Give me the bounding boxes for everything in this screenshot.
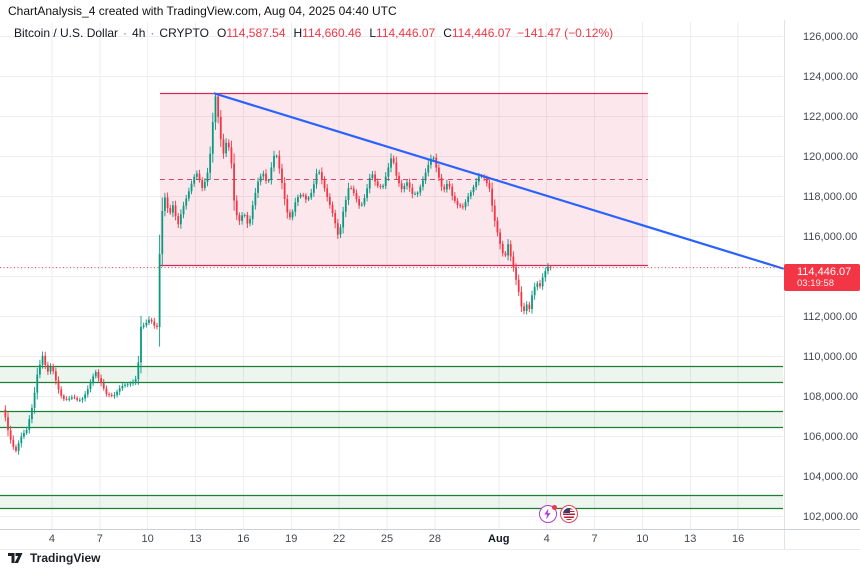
ohlc-high: H114,660.46 [293,26,362,40]
price-axis-label: 102,000.00 [803,510,859,523]
crypto-event-icon[interactable] [538,505,557,523]
bar-countdown: 03:19:58 [797,278,834,289]
us-economic-event-icon[interactable] [559,505,578,523]
time-axis-label: 4 [48,533,55,545]
time-axis-label: 19 [285,533,298,545]
price-axis-label: 126,000.00 [803,30,859,43]
price-axis-label: 106,000.00 [803,430,859,443]
time-scale[interactable]: 4 7 10 13 16 19 22 25 28 Aug 4 7 10 13 16 [0,531,783,549]
ohlc-low: L114,446.07 [369,26,436,40]
tradingview-logo-text: TradingView [30,551,101,565]
separator-dot: · [123,26,128,40]
time-axis-label: 7 [96,533,103,545]
time-axis-label: 28 [428,533,442,545]
last-price-value: 114,446.07 [797,266,852,278]
time-axis-label: 22 [333,533,346,545]
price-axis-label: 104,000.00 [803,470,859,483]
time-axis-label: 10 [636,533,649,545]
time-axis-label: 25 [380,533,394,545]
tradingview-logo[interactable]: TradingView [8,551,100,565]
footer-border [0,549,860,550]
time-axis-label: 10 [141,533,154,545]
time-axis-label: 16 [237,533,250,545]
exchange-label: CRYPTO [159,26,209,40]
price-axis-label: 116,000.00 [803,230,858,243]
last-price-label: 114,446.07 03:19:58 [784,264,860,291]
time-axis-label: Aug [488,533,510,545]
price-axis-label: 108,000.00 [803,390,859,403]
time-axis-label: 7 [591,533,598,545]
chart-title: ChartAnalysis_4 created with TradingView… [8,4,397,18]
interval-label[interactable]: 4h [132,26,146,40]
notification-dot [551,505,557,510]
price-axis-label: 120,000.00 [803,150,859,163]
price-axis-label: 112,000.00 [803,310,858,323]
time-axis-label: 13 [189,533,202,545]
ohlc-close: C114,446.07 [443,26,512,40]
symbol-name[interactable]: Bitcoin / U.S. Dollar [14,26,119,40]
time-axis-border [0,529,860,530]
tradingview-logo-icon [8,553,23,563]
time-axis-label: 16 [732,533,745,545]
price-axis-label: 124,000.00 [803,70,859,83]
time-axis-label: 4 [543,533,550,545]
lightning-icon [544,508,551,520]
ohlc-open: O114,587.54 [216,26,286,40]
price-axis-label: 110,000.00 [803,350,858,363]
price-axis-label: 122,000.00 [803,110,859,123]
time-axis-label: 13 [684,533,697,545]
change-value: −141.47 (−0.12%) [517,26,614,40]
separator-dot: · [150,26,155,40]
symbol-legend: Bitcoin / U.S. Dollar · 4h · CRYPTO O114… [14,26,613,40]
price-axis-label: 118,000.00 [803,190,858,203]
us-flag-icon [562,508,575,520]
